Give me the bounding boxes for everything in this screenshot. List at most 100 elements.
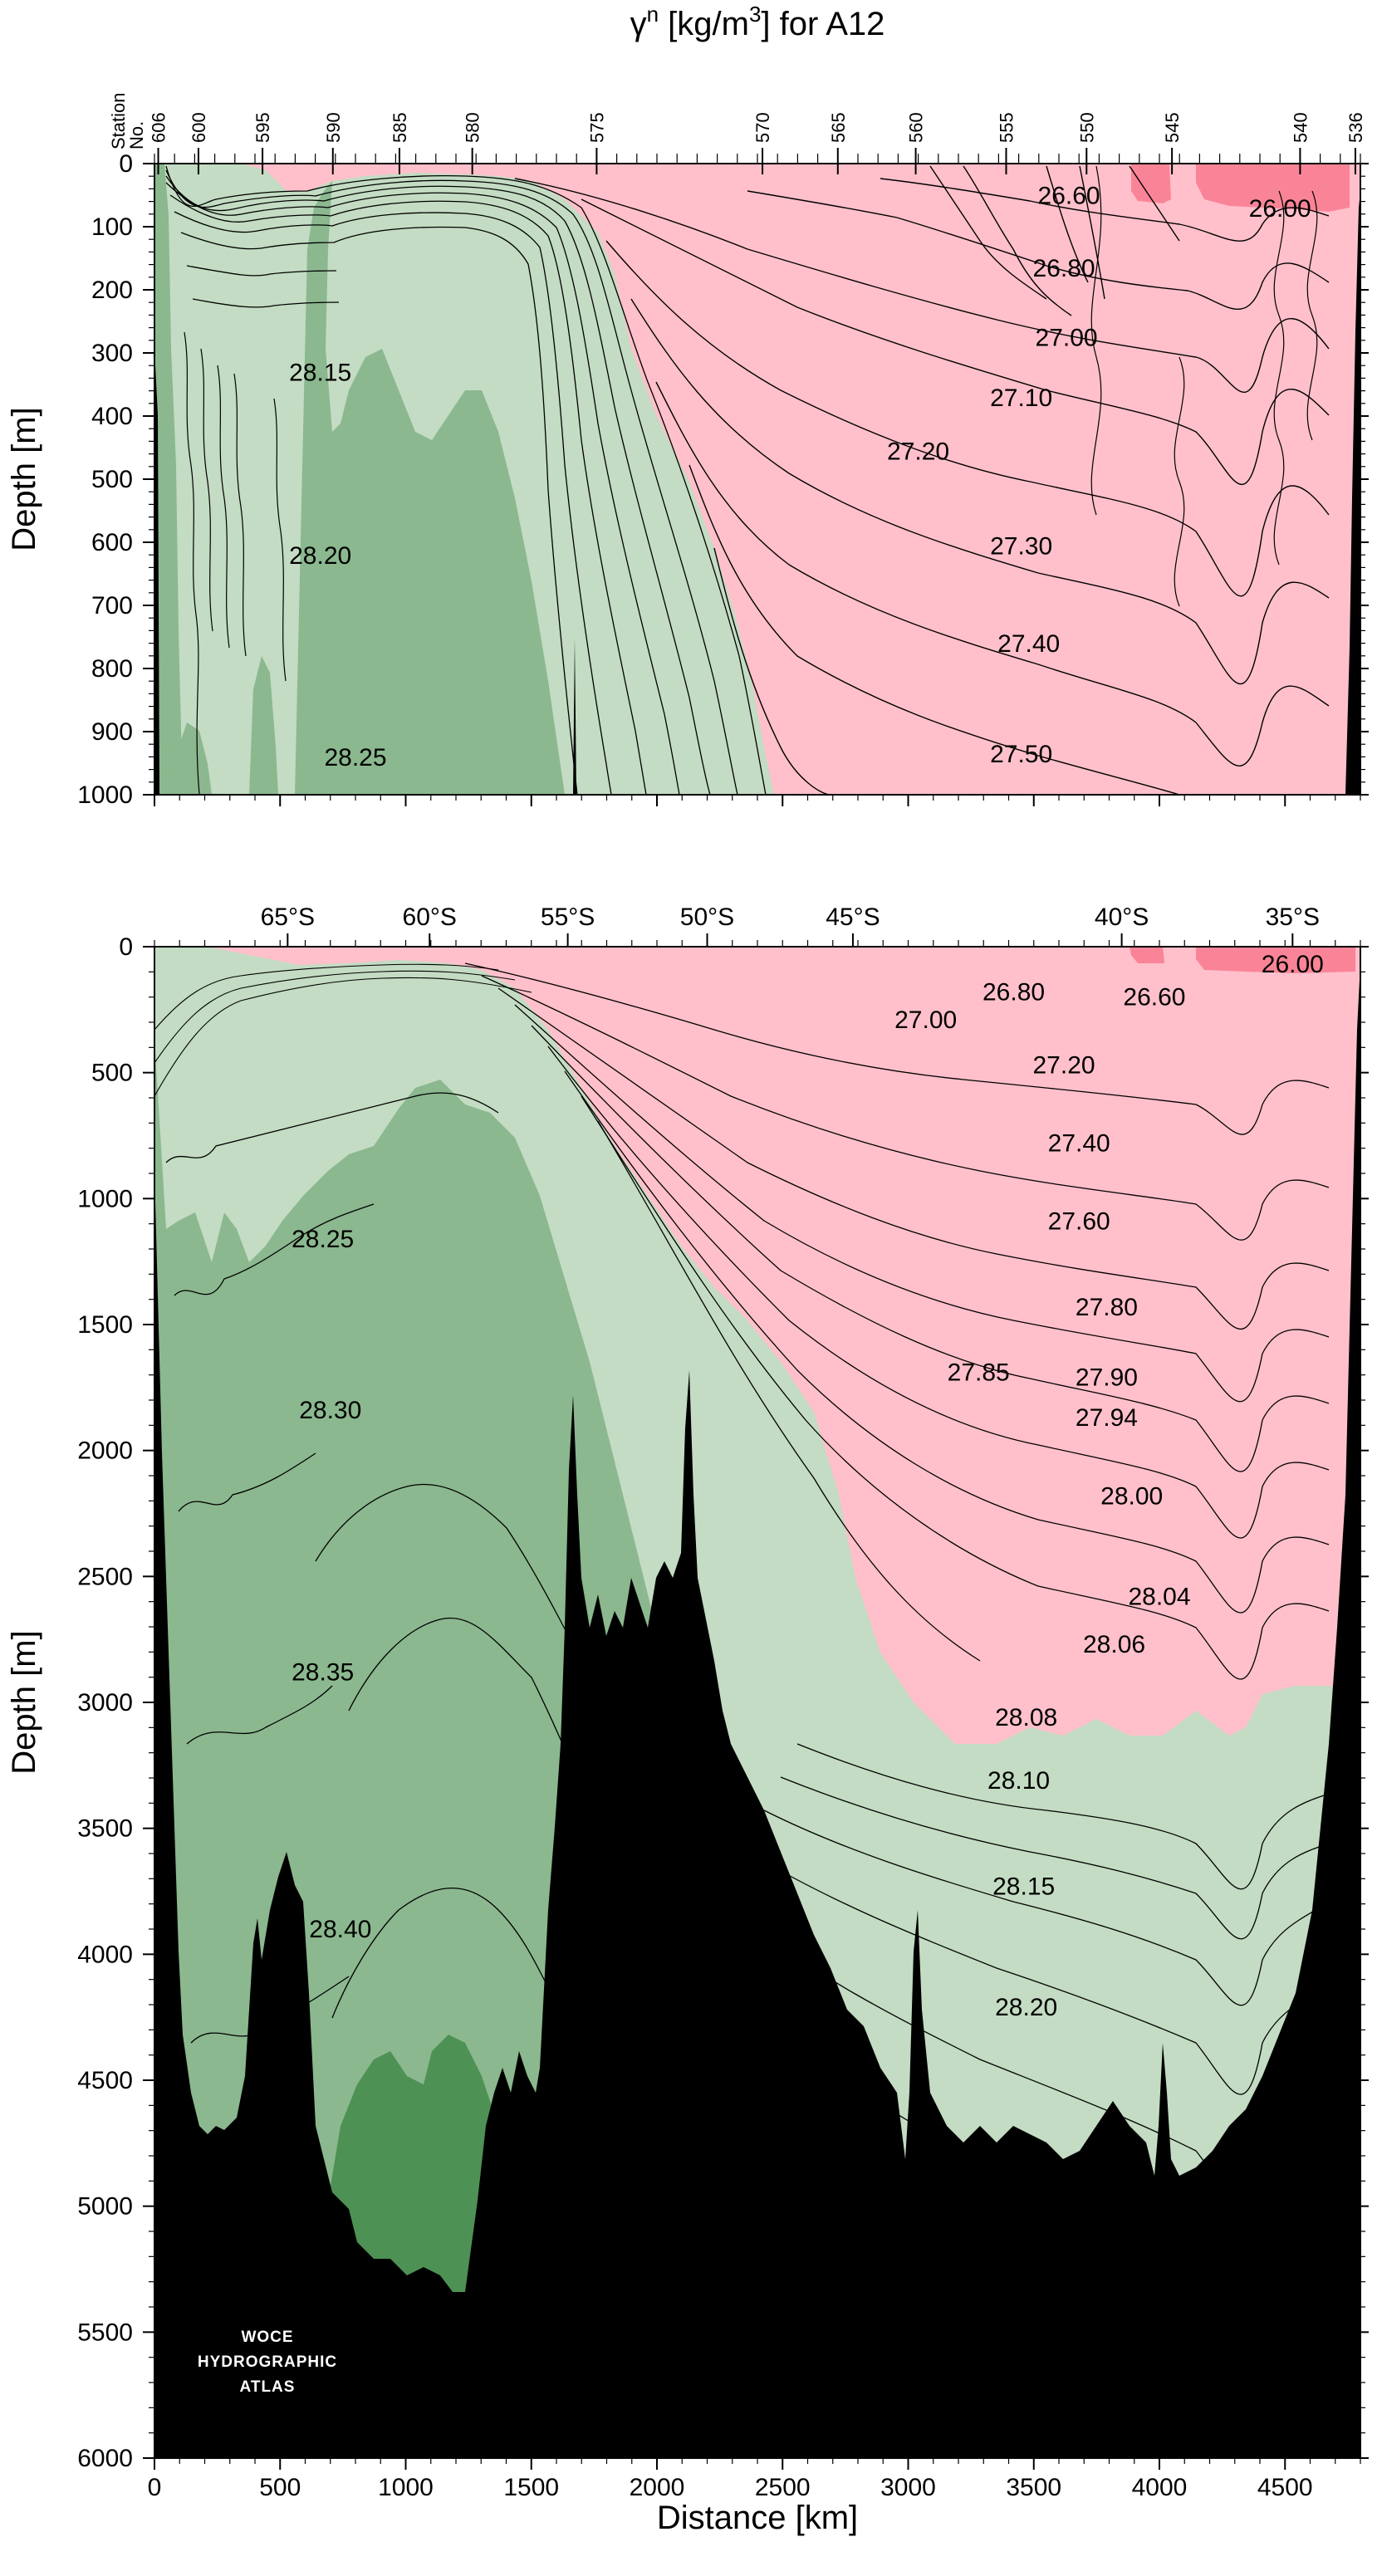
upper-contour-labels: 26.60 26.00 26.80 27.00 27.10 27.20 27.30 27.40… — [289, 183, 1311, 771]
lower-lat-label: 65°S — [261, 904, 315, 931]
lower-contour-label: 28.08 — [995, 1704, 1057, 1731]
upper-ticks: 0 100 200 300 400 500 600 700 800 900 1000 606 600 59… — [77, 112, 1369, 809]
lower-y-tick-label: 6000 — [77, 2445, 133, 2472]
lower-contour-label: 26.00 — [1262, 951, 1324, 978]
lower-x-tick-label: 1000 — [378, 2474, 434, 2501]
upper-y-tick-label: 0 — [119, 150, 133, 178]
upper-contour-label: 28.25 — [324, 744, 386, 771]
upper-station-label: 536 — [1345, 112, 1366, 143]
upper-station-label: 585 — [390, 112, 410, 143]
woce-logo: WOCE HYDROGRAPHIC ATLAS — [198, 2329, 337, 2396]
lower-y-tick-label: 2000 — [77, 1437, 133, 1465]
lower-contour-label: 27.40 — [1048, 1130, 1110, 1158]
lower-lat-label: 45°S — [826, 904, 880, 931]
lower-y-tick-label: 3500 — [77, 1815, 133, 1843]
upper-station-axis-label-1: Station — [108, 93, 129, 150]
upper-y-axis-title: Depth [m] — [6, 407, 42, 551]
upper-y-tick-label: 300 — [91, 340, 133, 367]
upper-y-tick-label: 1000 — [77, 781, 133, 809]
lower-lat-label: 35°S — [1266, 904, 1320, 931]
lower-y-tick-label: 0 — [119, 933, 133, 961]
lower-x-tick-label: 1500 — [503, 2474, 559, 2501]
upper-station-label: 570 — [752, 112, 773, 143]
lower-contour-labels: 26.00 26.80 26.60 27.00 27.20 27.40 27.60 27.80… — [292, 951, 1324, 2021]
upper-y-tick-label: 600 — [91, 529, 133, 556]
upper-bathymetry-spike — [573, 639, 576, 795]
upper-station-label: 540 — [1290, 112, 1311, 143]
upper-y-tick-label: 500 — [91, 466, 133, 493]
lower-contour-label: 28.20 — [995, 1994, 1057, 2021]
lower-contour-label: 27.20 — [1033, 1052, 1095, 1080]
logo-line-2: HYDROGRAPHIC — [198, 2353, 337, 2371]
lower-contour-label: 27.60 — [1048, 1208, 1110, 1236]
lower-y-tick-label: 500 — [91, 1060, 133, 1087]
upper-region-green-patch — [176, 722, 212, 795]
lower-y-tick-label: 1000 — [77, 1185, 133, 1212]
upper-contour-label: 27.10 — [990, 384, 1052, 412]
lower-contour-label: 28.35 — [292, 1659, 354, 1687]
upper-contour-label: 26.00 — [1249, 195, 1311, 223]
lower-contour-label: 28.10 — [987, 1767, 1050, 1795]
upper-station-label: 575 — [586, 112, 607, 143]
upper-contours-wavy — [184, 165, 1318, 795]
lower-x-tick-label: 2500 — [755, 2474, 811, 2501]
upper-contour-label: 26.80 — [1033, 255, 1095, 282]
upper-contour-label: 27.00 — [1036, 325, 1098, 352]
lower-contour-label: 27.00 — [894, 1006, 957, 1034]
lower-contour-label: 28.25 — [292, 1226, 354, 1253]
lower-region-dark-pink — [1196, 947, 1355, 973]
upper-station-label: 550 — [1076, 112, 1097, 143]
upper-y-tick-label: 900 — [91, 718, 133, 746]
lower-x-tick-label: 0 — [148, 2474, 162, 2501]
lower-y-tick-label: 3000 — [77, 1689, 133, 1717]
upper-bathymetry-right — [1345, 191, 1360, 795]
upper-region-green-patch-2 — [249, 656, 278, 795]
upper-region-mid-green — [154, 164, 183, 795]
upper-bathymetry-left — [154, 349, 159, 795]
lower-contour-label: 28.15 — [992, 1873, 1055, 1900]
upper-y-tick-label: 400 — [91, 403, 133, 430]
upper-fields — [154, 164, 1360, 795]
upper-contour-label: 26.60 — [1038, 183, 1100, 210]
lower-y-tick-label: 5500 — [77, 2319, 133, 2346]
lower-x-tick-label: 4500 — [1257, 2474, 1313, 2501]
lower-y-tick-label: 5000 — [77, 2193, 133, 2221]
lower-lat-label: 55°S — [541, 904, 595, 931]
lower-x-tick-label: 3000 — [880, 2474, 936, 2501]
upper-station-axis-label-2: No. — [126, 121, 147, 149]
upper-station-label: 590 — [323, 112, 344, 143]
upper-contour-label: 27.40 — [997, 630, 1060, 658]
lower-contour-label: 28.00 — [1100, 1482, 1163, 1510]
lower-y-tick-label: 4000 — [77, 1941, 133, 1968]
lower-x-tick-label: 3500 — [1006, 2474, 1061, 2501]
upper-station-label: 565 — [828, 112, 849, 143]
upper-y-tick-label: 100 — [91, 213, 133, 241]
logo-line-1: WOCE — [241, 2329, 293, 2346]
lower-contour-label: 28.30 — [299, 1397, 361, 1424]
upper-contour-label: 28.20 — [289, 542, 351, 570]
lower-contour-label: 27.80 — [1076, 1294, 1138, 1321]
lower-y-tick-label: 4500 — [77, 2067, 133, 2094]
upper-contour-label: 27.50 — [990, 741, 1052, 768]
upper-station-label: 580 — [463, 112, 483, 143]
lower-ticks: 0 500 1000 1500 2000 2500 3000 3500 4000 4500 5000… — [77, 904, 1369, 2501]
lower-panel: WOCE HYDROGRAPHIC ATLAS 0 500 1000 1500 2000… — [6, 904, 1369, 2536]
upper-y-tick-label: 700 — [91, 592, 133, 620]
upper-region-mid-green-2 — [295, 181, 565, 795]
lower-y-axis-title: Depth [m] — [6, 1630, 42, 1774]
upper-region-dark-pink-2 — [1131, 164, 1171, 203]
lower-contour-label: 27.85 — [948, 1359, 1010, 1387]
lower-contour-label: 27.90 — [1076, 1364, 1138, 1392]
upper-contour-label: 28.15 — [289, 359, 351, 386]
lower-y-tick-label: 2500 — [77, 1563, 133, 1590]
lower-contours-surface — [154, 963, 532, 1097]
upper-contours-green — [165, 165, 767, 795]
lower-x-tick-label: 4000 — [1132, 2474, 1188, 2501]
upper-y-tick-label: 800 — [91, 655, 133, 683]
lower-bathymetry — [154, 963, 1360, 2458]
lower-lat-label: 50°S — [680, 904, 734, 931]
lower-y-tick-label: 1500 — [77, 1311, 133, 1339]
lower-lat-label: 40°S — [1095, 904, 1149, 931]
lower-contour-label: 26.80 — [983, 979, 1045, 1006]
